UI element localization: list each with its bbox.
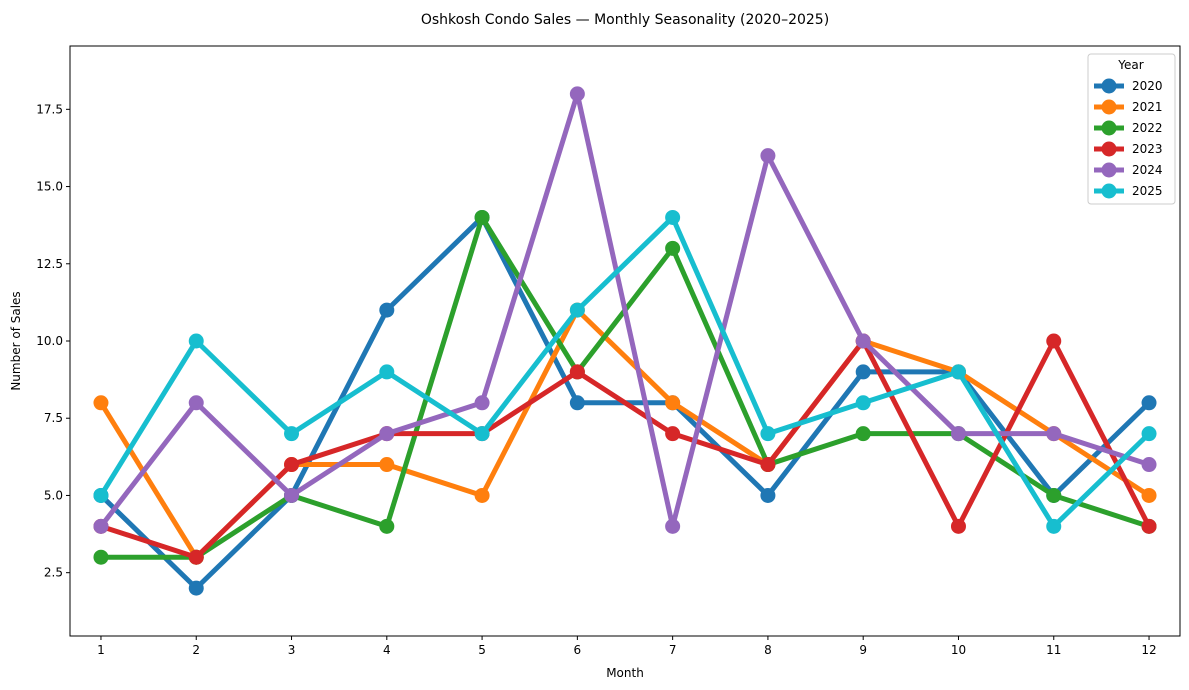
legend-label: 2022 <box>1132 121 1163 135</box>
legend-item-2020: 2020 <box>1094 78 1163 94</box>
x-tick-label: 8 <box>764 643 772 657</box>
legend-label: 2025 <box>1132 184 1163 198</box>
data-point-2025 <box>760 426 776 442</box>
data-point-2024 <box>379 426 395 442</box>
data-point-2020 <box>855 364 871 380</box>
legend-label: 2020 <box>1132 79 1163 93</box>
data-point-2024 <box>760 148 776 164</box>
y-tick-label: 5.0 <box>44 488 63 502</box>
data-point-2025 <box>1141 426 1157 442</box>
x-tick-label: 11 <box>1046 643 1061 657</box>
series-line-2024 <box>98 91 1150 529</box>
data-point-2021 <box>1141 487 1157 503</box>
data-point-2024 <box>93 518 109 534</box>
x-tick-label: 10 <box>951 643 966 657</box>
legend-swatch-marker <box>1101 120 1117 136</box>
data-point-2023 <box>760 457 776 473</box>
y-tick-label: 2.5 <box>44 566 63 580</box>
series-2025 <box>93 209 1157 534</box>
data-point-2024 <box>1046 426 1062 442</box>
data-point-2020 <box>188 580 204 596</box>
data-point-2023 <box>188 549 204 565</box>
legend-item-2023: 2023 <box>1094 141 1163 157</box>
data-point-2022 <box>855 426 871 442</box>
x-tick-label: 7 <box>669 643 677 657</box>
x-tick-label: 5 <box>478 643 486 657</box>
y-tick-label: 10.0 <box>36 334 63 348</box>
legend-label: 2021 <box>1132 100 1163 114</box>
legend-item-2022: 2022 <box>1094 120 1163 136</box>
data-point-2024 <box>665 518 681 534</box>
data-point-2023 <box>569 364 585 380</box>
data-point-2025 <box>1046 518 1062 534</box>
x-tick-label: 12 <box>1141 643 1156 657</box>
x-tick-label: 9 <box>859 643 867 657</box>
x-tick-label: 6 <box>574 643 582 657</box>
data-point-2025 <box>950 364 966 380</box>
data-point-2024 <box>474 395 490 411</box>
legend-item-2024: 2024 <box>1094 162 1163 178</box>
data-point-2025 <box>93 487 109 503</box>
data-point-2023 <box>950 518 966 534</box>
legend-swatch-marker <box>1101 162 1117 178</box>
y-tick-label: 17.5 <box>36 102 63 116</box>
y-tick-label: 12.5 <box>36 257 63 271</box>
data-point-2022 <box>474 209 490 225</box>
x-tick-label: 3 <box>288 643 296 657</box>
data-point-2024 <box>855 333 871 349</box>
x-tick-label: 1 <box>97 643 105 657</box>
data-point-2024 <box>284 487 300 503</box>
data-point-2022 <box>93 549 109 565</box>
legend-label: 2023 <box>1132 142 1163 156</box>
series-line-2025 <box>98 214 1151 529</box>
data-point-2023 <box>1141 518 1157 534</box>
data-point-2025 <box>569 302 585 318</box>
data-point-2023 <box>665 426 681 442</box>
data-point-2020 <box>1141 395 1157 411</box>
data-point-2020 <box>760 487 776 503</box>
legend-swatch-marker <box>1101 183 1117 199</box>
data-point-2020 <box>379 302 395 318</box>
legend-swatch-marker <box>1101 78 1117 94</box>
legend-title: Year <box>1117 58 1143 72</box>
legend-item-2025: 2025 <box>1094 183 1163 199</box>
data-point-2020 <box>569 395 585 411</box>
data-point-2022 <box>1046 487 1062 503</box>
data-point-2025 <box>188 333 204 349</box>
data-point-2025 <box>379 364 395 380</box>
data-point-2022 <box>665 240 681 256</box>
data-point-2021 <box>379 457 395 473</box>
data-point-2024 <box>569 86 585 102</box>
x-axis-label: Month <box>606 666 644 680</box>
data-point-2023 <box>1046 333 1062 349</box>
y-axis-label: Number of Sales <box>9 291 23 390</box>
data-point-2023 <box>284 457 300 473</box>
legend-swatch-marker <box>1101 141 1117 157</box>
y-tick-label: 7.5 <box>44 411 63 425</box>
data-point-2021 <box>665 395 681 411</box>
data-point-2021 <box>93 395 109 411</box>
data-point-2025 <box>665 209 681 225</box>
data-point-2024 <box>188 395 204 411</box>
data-point-2024 <box>1141 457 1157 473</box>
data-point-2025 <box>474 426 490 442</box>
series-line-2022 <box>100 214 1150 560</box>
series-2024 <box>93 86 1157 534</box>
data-point-2022 <box>379 518 395 534</box>
x-tick-label: 2 <box>192 643 200 657</box>
data-point-2021 <box>474 487 490 503</box>
x-tick-label: 4 <box>383 643 391 657</box>
legend: Year 2020 2021 2022 2023 2024 2025 <box>1087 53 1176 205</box>
data-point-2025 <box>855 395 871 411</box>
legend-swatch-marker <box>1101 99 1117 115</box>
chart-title: Oshkosh Condo Sales — Monthly Seasonalit… <box>421 12 829 28</box>
data-point-2025 <box>284 426 300 442</box>
legend-item-2021: 2021 <box>1094 99 1163 115</box>
data-point-2024 <box>950 426 966 442</box>
legend-label: 2024 <box>1132 163 1163 177</box>
y-tick-label: 15.0 <box>36 180 63 194</box>
